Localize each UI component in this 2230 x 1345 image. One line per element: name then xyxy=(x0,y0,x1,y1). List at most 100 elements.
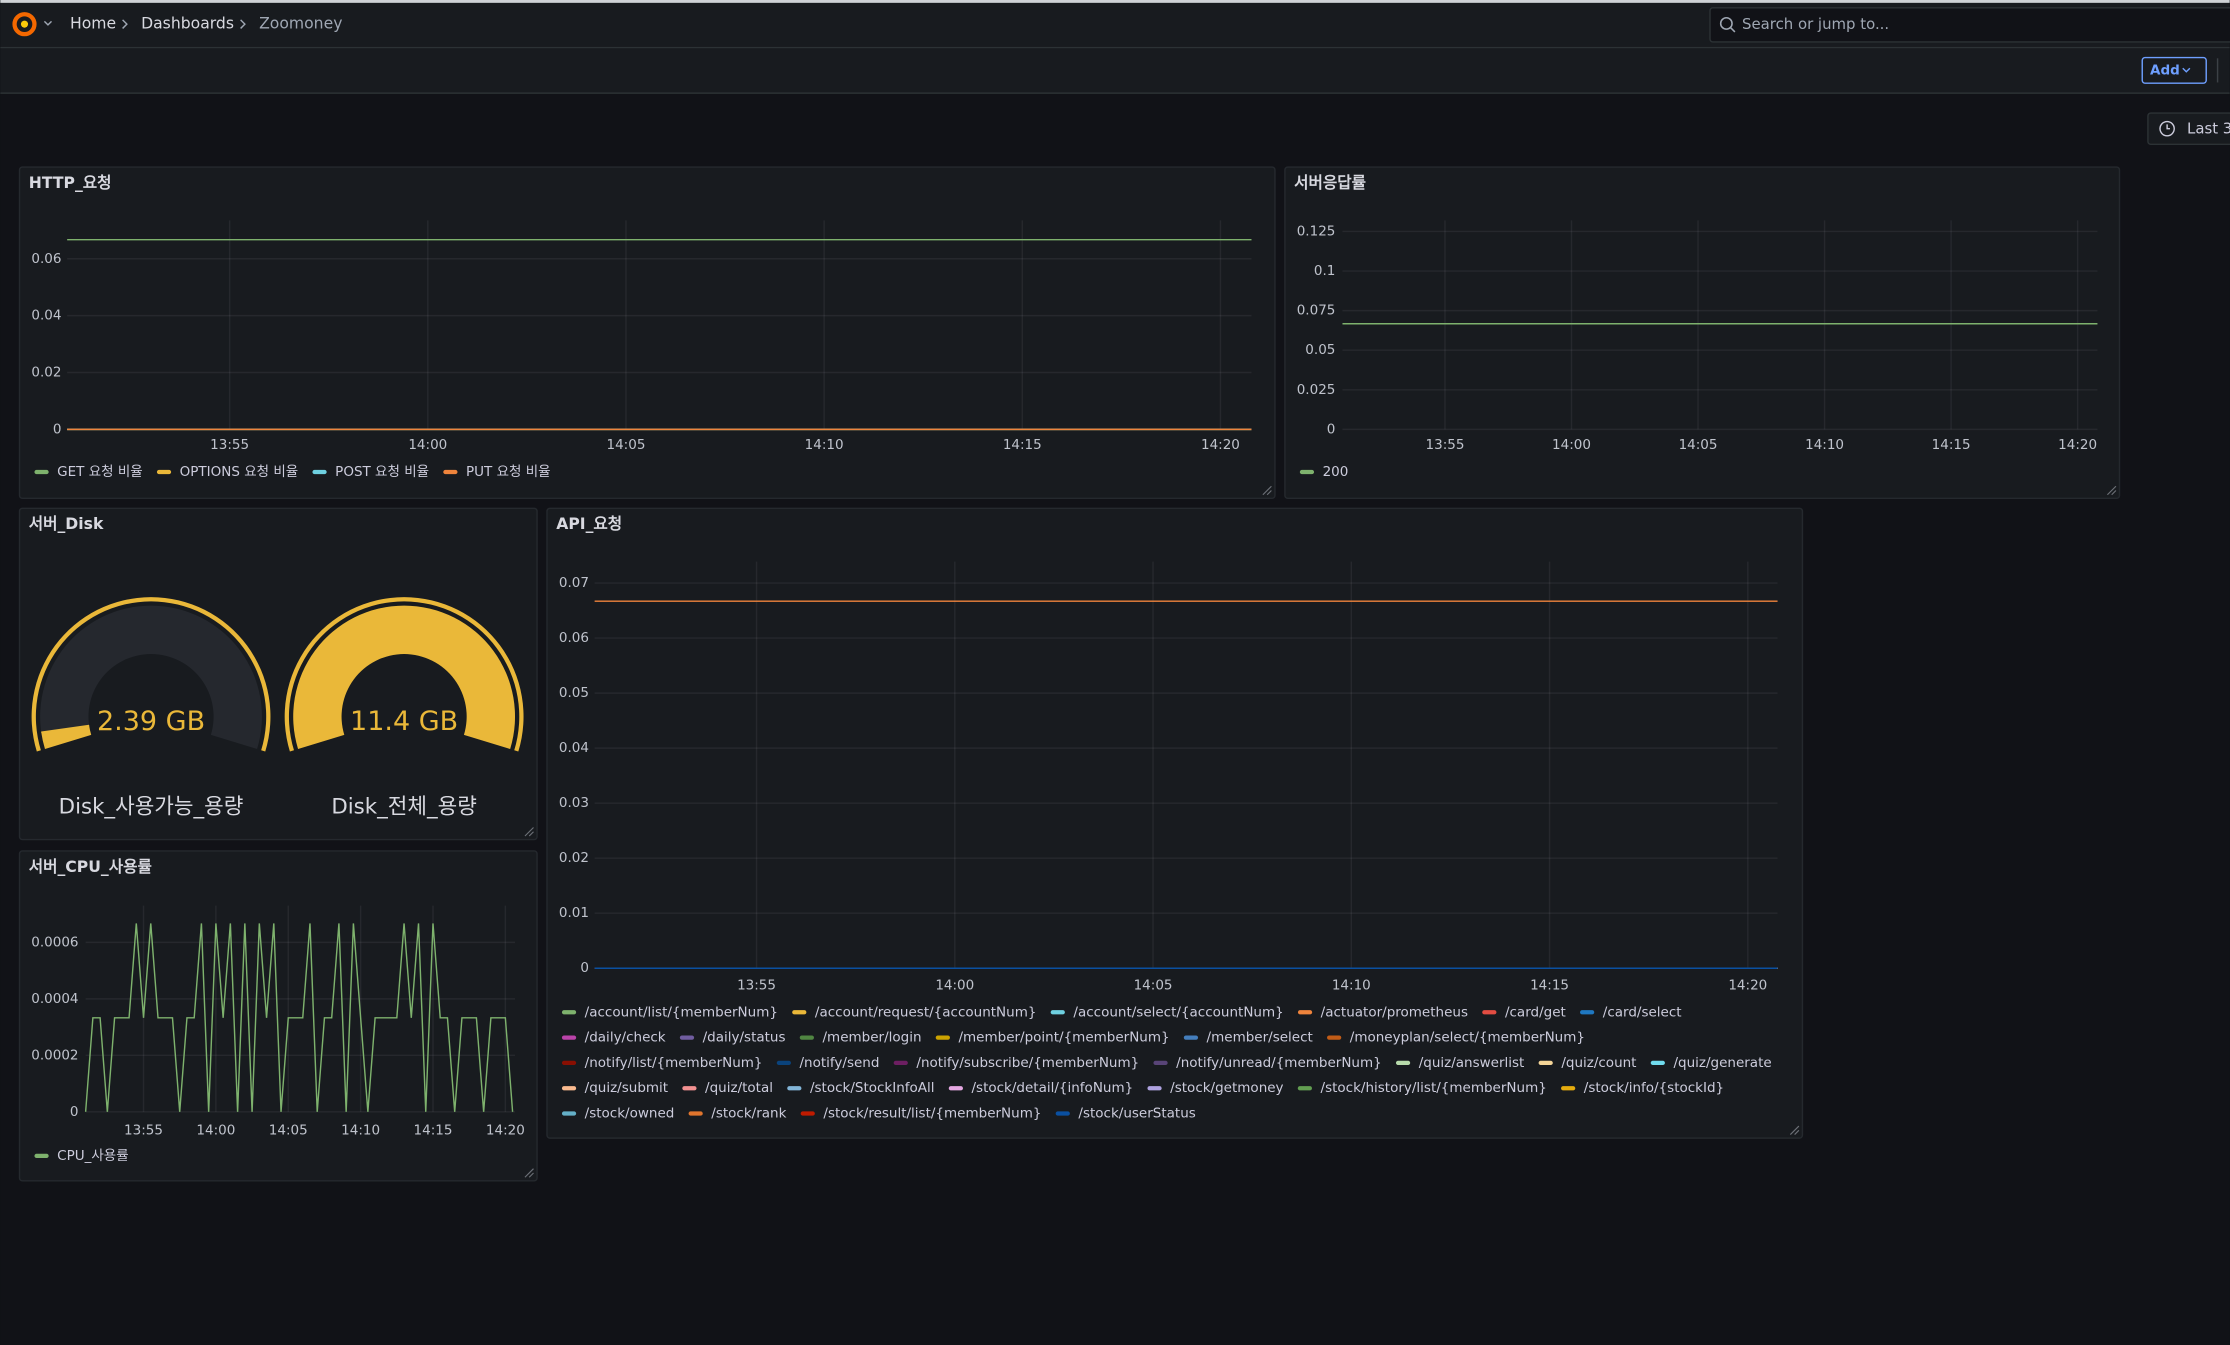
legend-item[interactable]: /notify/unread/{memberNum} xyxy=(1153,1055,1382,1071)
legend-swatch xyxy=(1055,1111,1070,1116)
legend-swatch xyxy=(776,1060,791,1066)
search-icon xyxy=(1719,16,1733,30)
legend-item[interactable]: /stock/StockInfoAll xyxy=(787,1080,935,1096)
legend-item[interactable]: /daily/check xyxy=(561,1030,666,1046)
legend-item[interactable]: /quiz/count xyxy=(1538,1055,1637,1071)
legend-swatch xyxy=(688,1111,703,1116)
legend-swatch xyxy=(1482,1010,1497,1015)
panel: 서버_Disk 2.39 GB Disk_사용가능_용량 11.4 GB Disk_전체… xyxy=(18,507,538,841)
x-tick-label: 13:55 xyxy=(210,437,249,453)
gauge-value: 2.39 GB xyxy=(97,706,205,737)
legend-item[interactable]: /notify/list/{memberNum} xyxy=(561,1055,763,1071)
legend-item[interactable]: /account/request/{accountNum} xyxy=(792,1004,1036,1020)
legend-item[interactable]: /actuator/prometheus xyxy=(1297,1004,1468,1020)
legend-item[interactable]: /quiz/total xyxy=(682,1080,773,1096)
x-tick-label: 14:00 xyxy=(196,1122,235,1138)
resize-handle xyxy=(2106,485,2117,496)
legend-label: /account/select/{accountNum} xyxy=(1073,1004,1283,1020)
legend-item[interactable]: /stock/owned xyxy=(561,1106,674,1122)
resize-handle xyxy=(1262,485,1272,496)
y-tick-label: 0 xyxy=(1327,421,1336,437)
legend-swatch xyxy=(679,1035,695,1040)
x-tick-label: 14:20 xyxy=(1201,437,1240,453)
legend-item[interactable]: /quiz/answerlist xyxy=(1395,1055,1524,1071)
legend-item[interactable]: /stock/userStatus xyxy=(1055,1106,1196,1122)
search-box[interactable]: Search or jump to... xyxy=(1709,7,2230,43)
panel-title: 서버_Disk xyxy=(29,514,104,533)
clock-icon xyxy=(2159,120,2175,137)
legend-item[interactable]: CPU_사용률 xyxy=(34,1148,129,1164)
legend-swatch xyxy=(682,1086,697,1091)
legend-item[interactable]: POST 요청 비율 xyxy=(312,464,429,480)
legend-label: /stock/rank xyxy=(711,1106,786,1122)
legend-item[interactable]: /stock/detail/{infoNum} xyxy=(948,1080,1133,1096)
legend-item[interactable]: 200 xyxy=(1299,464,1349,480)
window-edge xyxy=(0,0,2230,3)
y-tick-label: 0.06 xyxy=(559,630,589,646)
legend-item[interactable]: /card/get xyxy=(1482,1004,1566,1020)
gauge-edge xyxy=(41,724,90,733)
legend-item[interactable]: OPTIONS 요청 비율 xyxy=(156,464,298,480)
time-picker[interactable]: Last 3 xyxy=(2147,112,2230,146)
y-tick-label: 0.125 xyxy=(1297,223,1336,239)
x-tick-label: 14:15 xyxy=(1530,977,1569,993)
y-tick-label: 0.1 xyxy=(1314,263,1335,279)
legend-item[interactable]: /card/select xyxy=(1580,1004,1682,1020)
legend-swatch xyxy=(792,1010,807,1015)
series-line xyxy=(84,923,514,1112)
legend-item[interactable]: /member/select xyxy=(1183,1030,1313,1046)
y-tick-label: 0.02 xyxy=(31,365,61,381)
gauge-fill xyxy=(293,605,516,749)
y-tick-label: 0.075 xyxy=(1297,303,1336,319)
x-tick-label: 14:15 xyxy=(1003,437,1042,453)
legend-item[interactable]: /quiz/generate xyxy=(1650,1055,1772,1071)
breadcrumb-home[interactable]: Home xyxy=(70,14,116,33)
legend-item[interactable]: /member/login xyxy=(799,1030,922,1046)
legend-item[interactable]: /member/point/{memberNum} xyxy=(935,1030,1170,1046)
legend-label: /moneyplan/select/{memberNum} xyxy=(1350,1030,1585,1046)
y-tick-label: 0.02 xyxy=(559,850,589,866)
grafana-logo[interactable] xyxy=(12,12,53,37)
x-tick-label: 14:15 xyxy=(1932,437,1971,453)
legend-label: /notify/list/{memberNum} xyxy=(585,1055,763,1071)
panel: API_요청 0 0.01 0.02 0.03 0.04 0.05 0.06 0.07 13:55… xyxy=(546,507,1804,1139)
legend-item[interactable]: /quiz/submit xyxy=(561,1080,668,1096)
legend-item[interactable]: /account/list/{memberNum} xyxy=(561,1004,778,1020)
gauge-track xyxy=(40,605,262,749)
legend-label: /quiz/submit xyxy=(585,1080,668,1096)
legend-label: /stock/userStatus xyxy=(1078,1106,1195,1122)
legend-item[interactable]: /stock/getmoney xyxy=(1147,1080,1284,1096)
legend-swatch xyxy=(1327,1035,1342,1040)
x-tick-label: 14:00 xyxy=(1552,437,1591,453)
add-button[interactable]: Add xyxy=(2141,56,2207,84)
panel-title: 서버응답률 xyxy=(1294,173,1366,192)
y-tick-label: 0 xyxy=(53,421,62,437)
logo-caret xyxy=(43,20,53,26)
legend-item[interactable]: /stock/result/list/{memberNum} xyxy=(800,1106,1042,1122)
legend-swatch xyxy=(34,1153,49,1159)
legend-label: CPU_사용률 xyxy=(57,1148,128,1164)
legend-item[interactable]: /stock/info/{stockId} xyxy=(1561,1080,1724,1096)
legend-swatch xyxy=(1395,1060,1411,1066)
legend-label: /member/login xyxy=(823,1030,922,1046)
legend-swatch xyxy=(561,1111,577,1116)
breadcrumb-dashboards[interactable]: Dashboards xyxy=(141,14,234,33)
legend-swatch xyxy=(799,1035,814,1040)
legend-item[interactable]: /account/select/{accountNum} xyxy=(1050,1004,1284,1020)
legend-item[interactable]: /stock/history/list/{memberNum} xyxy=(1297,1080,1547,1096)
legend-item[interactable]: /moneyplan/select/{memberNum} xyxy=(1327,1030,1585,1046)
legend-label: PUT 요청 비율 xyxy=(466,464,551,480)
breadcrumb-separator xyxy=(122,19,128,29)
legend-item[interactable]: /notify/subscribe/{memberNum} xyxy=(893,1055,1140,1071)
legend-item[interactable]: /daily/status xyxy=(679,1030,786,1046)
x-tick-label: 14:10 xyxy=(341,1122,380,1138)
legend-item[interactable]: /stock/rank xyxy=(688,1106,787,1122)
breadcrumb-current: Zoomoney xyxy=(259,14,342,33)
legend-swatch xyxy=(443,469,458,475)
legend-swatch xyxy=(893,1060,908,1066)
x-tick-label: 14:05 xyxy=(269,1122,308,1138)
legend-item[interactable]: GET 요청 비율 xyxy=(34,464,143,480)
legend-item[interactable]: /notify/send xyxy=(776,1055,880,1071)
legend-item[interactable]: PUT 요청 비율 xyxy=(443,464,551,480)
